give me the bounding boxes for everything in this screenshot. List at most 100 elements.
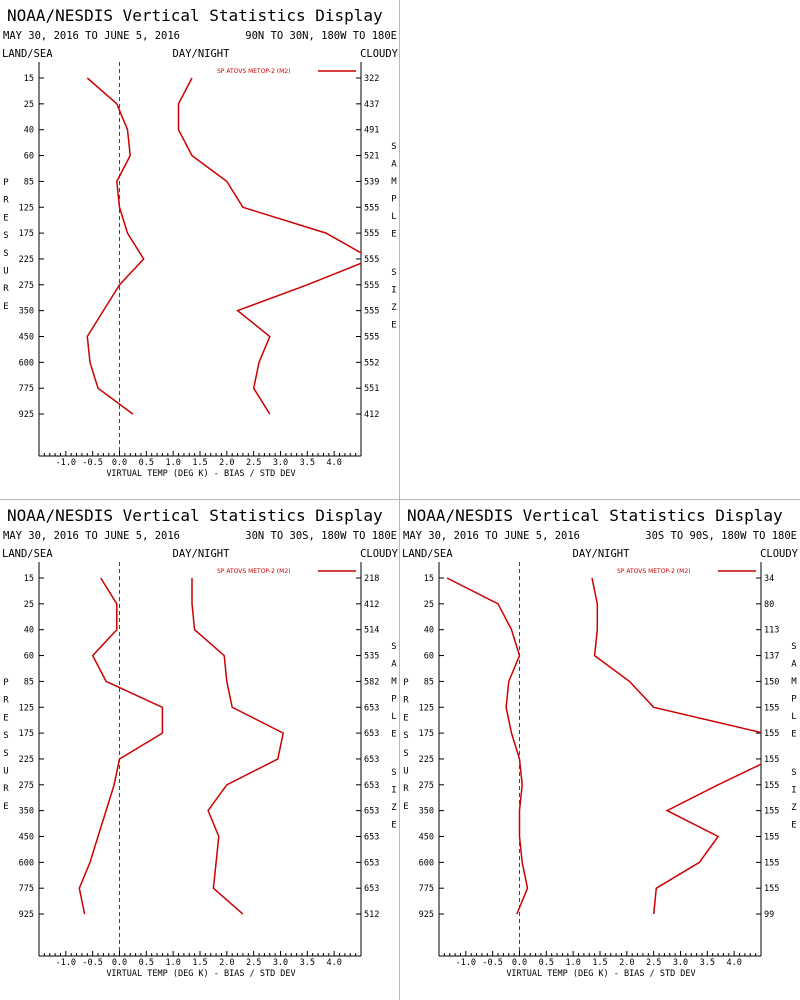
pressure-level-label: 175: [419, 729, 434, 739]
pressure-level-label: 925: [19, 410, 34, 420]
sample-size-label: 535: [364, 652, 379, 662]
x-axis-label: VIRTUAL TEMP (DEG K) - BIAS / STD DEV: [106, 469, 295, 479]
x-tick-label: 3.0: [273, 458, 288, 468]
x-tick-label: 2.5: [646, 958, 661, 968]
pressure-axis-letter: R: [3, 196, 9, 206]
x-tick-label: 3.5: [700, 958, 715, 968]
x-tick-label: 3.0: [673, 958, 688, 968]
x-tick-label: 3.5: [300, 458, 315, 468]
cloud-flag-label: CLOUDY: [760, 548, 799, 560]
sample-size-axis-letter: E: [391, 321, 396, 331]
region-label: 30S TO 90S, 180W TO 180E: [645, 530, 797, 542]
pressure-level-label: 125: [419, 703, 434, 713]
day-night-label: DAY/NIGHT: [173, 48, 231, 60]
sample-size-label: 555: [364, 203, 379, 213]
x-tick-label: 1.0: [165, 958, 180, 968]
series-line-bias: [86, 77, 145, 415]
sample-size-axis-letter: M: [391, 177, 397, 187]
x-tick-label: 0.0: [112, 958, 127, 968]
sample-size-label: 150: [764, 677, 779, 687]
pressure-level-label: 175: [19, 229, 34, 239]
sample-size-label: 412: [364, 410, 379, 420]
sample-size-axis-letter: E: [791, 821, 796, 831]
sample-size-label: 80: [764, 600, 774, 610]
pressure-level-label: 600: [19, 358, 34, 368]
pressure-level-label: 60: [424, 652, 434, 662]
pressure-axis-letter: P: [3, 678, 9, 688]
x-axis-label: VIRTUAL TEMP (DEG K) - BIAS / STD DEV: [506, 969, 695, 979]
pressure-level-label: 25: [24, 100, 34, 110]
legend-label: SP ATOVS METOP-2 (M2): [217, 68, 290, 75]
pressure-axis-letter: R: [3, 284, 9, 294]
land-sea-label: LAND/SEA: [2, 548, 53, 560]
pressure-level-label: 85: [424, 677, 434, 687]
pressure-level-label: 85: [24, 177, 34, 187]
sample-size-label: 653: [364, 807, 379, 817]
sample-size-label: 155: [764, 755, 779, 765]
cloud-flag-label: CLOUDY: [360, 48, 399, 60]
sample-size-axis-letter: E: [791, 730, 796, 740]
sample-size-label: 555: [364, 333, 379, 343]
chart-svg: NOAA/NESDIS Vertical Statistics Display M…: [402, 506, 799, 979]
sample-size-axis-letter: S: [791, 768, 796, 778]
land-sea-label: LAND/SEA: [2, 48, 53, 60]
sample-size-label: 155: [764, 729, 779, 739]
series-line-std-dev: [191, 578, 285, 915]
sample-size-label: 653: [364, 703, 379, 713]
pressure-level-label: 600: [19, 858, 34, 868]
sample-size-axis-letter: A: [791, 660, 797, 670]
pressure-level-label: 125: [19, 203, 34, 213]
pressure-axis-letter: R: [403, 696, 409, 706]
sample-size-axis-letter: E: [391, 730, 396, 740]
chart-title: NOAA/NESDIS Vertical Statistics Display: [7, 506, 383, 525]
pressure-level-label: 275: [419, 781, 434, 791]
legend-label: SP ATOVS METOP-2 (M2): [617, 568, 690, 575]
sample-size-axis-letter: I: [391, 786, 396, 796]
x-tick-label: 4.0: [726, 958, 741, 968]
sample-size-axis-letter: L: [391, 712, 396, 722]
x-tick-label: 3.5: [300, 958, 315, 968]
sample-size-label: 555: [364, 229, 379, 239]
x-tick-label: 4.0: [326, 958, 341, 968]
pressure-level-label: 15: [24, 574, 34, 584]
date-range: MAY 30, 2016 TO JUNE 5, 2016: [403, 530, 580, 542]
x-tick-label: -0.5: [482, 958, 502, 968]
sample-size-label: 552: [364, 358, 379, 368]
panel-divider-horizontal: [0, 499, 800, 500]
series-line-bias: [446, 577, 529, 915]
sample-size-label: 34: [764, 574, 774, 584]
sample-size-axis-letter: L: [391, 212, 396, 222]
sample-size-label: 322: [364, 74, 379, 84]
sample-size-label: 99: [764, 910, 774, 920]
chart-title: NOAA/NESDIS Vertical Statistics Display: [407, 506, 783, 525]
date-range: MAY 30, 2016 TO JUNE 5, 2016: [3, 530, 180, 542]
day-night-label: DAY/NIGHT: [173, 548, 231, 560]
x-tick-label: 1.5: [192, 458, 207, 468]
series-line-bias: [78, 577, 164, 915]
pressure-level-label: 775: [19, 384, 34, 394]
pressure-level-label: 350: [19, 307, 34, 317]
x-tick-label: 0.5: [539, 958, 554, 968]
sample-size-axis-letter: L: [791, 712, 796, 722]
pressure-axis-letter: E: [403, 713, 408, 723]
sample-size-label: 137: [764, 652, 779, 662]
pressure-level-label: 275: [19, 781, 34, 791]
chart-panel-90n-30n: NOAA/NESDIS Vertical Statistics Display M…: [0, 0, 400, 500]
pressure-level-label: 275: [19, 281, 34, 291]
sample-size-axis-letter: A: [391, 160, 397, 170]
series-line-std-dev: [591, 577, 761, 915]
pressure-level-label: 925: [419, 910, 434, 920]
x-tick-label: 0.5: [139, 458, 154, 468]
sample-size-label: 653: [364, 858, 379, 868]
pressure-level-label: 85: [24, 677, 34, 687]
sample-size-label: 155: [764, 858, 779, 868]
pressure-level-label: 40: [424, 626, 434, 636]
pressure-axis-letter: R: [3, 696, 9, 706]
pressure-level-label: 600: [419, 858, 434, 868]
pressure-axis-letter: S: [3, 731, 8, 741]
pressure-axis-letter: R: [3, 784, 9, 794]
sample-size-axis-letter: I: [791, 786, 796, 796]
pressure-level-label: 450: [19, 833, 34, 843]
x-tick-label: 1.5: [192, 958, 207, 968]
pressure-axis-letter: R: [403, 784, 409, 794]
